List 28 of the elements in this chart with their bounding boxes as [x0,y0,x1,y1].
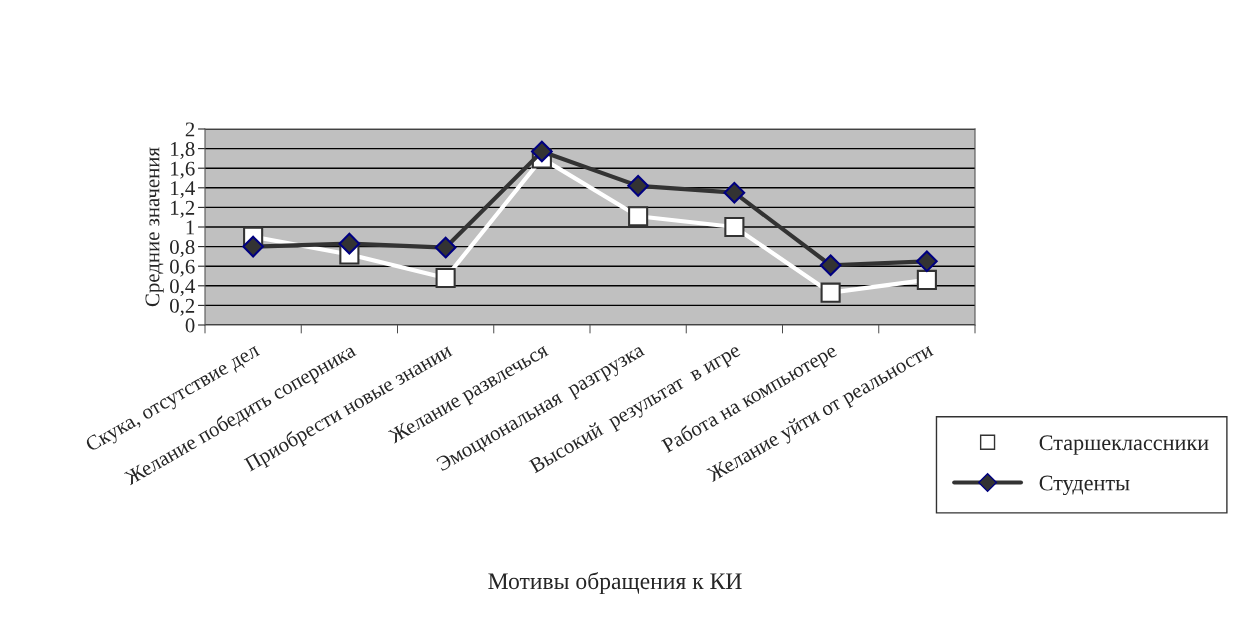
y-tick-label: 1,2 [171,200,195,218]
point [242,235,264,258]
point [724,216,745,238]
point [338,232,361,255]
point [723,181,746,204]
y-tick-label: 0,2 [170,298,195,316]
point [820,282,841,303]
point [628,206,649,227]
legend-label: Старшеклассники [1039,435,1209,455]
y-tick-label: 0 [185,318,195,333]
y-tick-label: 0,4 [170,279,195,297]
point [916,269,937,290]
y-tick-label: 1,8 [171,141,195,160]
y-axis-title: Средние значения [145,147,164,307]
y-tick-label: 0,8 [170,239,195,258]
y-tick-label: 1,6 [171,161,195,179]
point [819,254,842,277]
y-tick-label: 2 [185,122,195,137]
point [531,140,553,163]
y-tick-label: 1 [186,220,195,235]
y-tick-label: 1,4 [171,181,195,199]
point [434,236,457,259]
x-axis-title: Мотивы обращения к КИ [488,572,742,594]
point [627,174,649,197]
y-tick-label: 0,6 [170,259,195,277]
point [916,250,938,273]
point [435,267,456,289]
legend-label: Студенты [1039,475,1130,496]
